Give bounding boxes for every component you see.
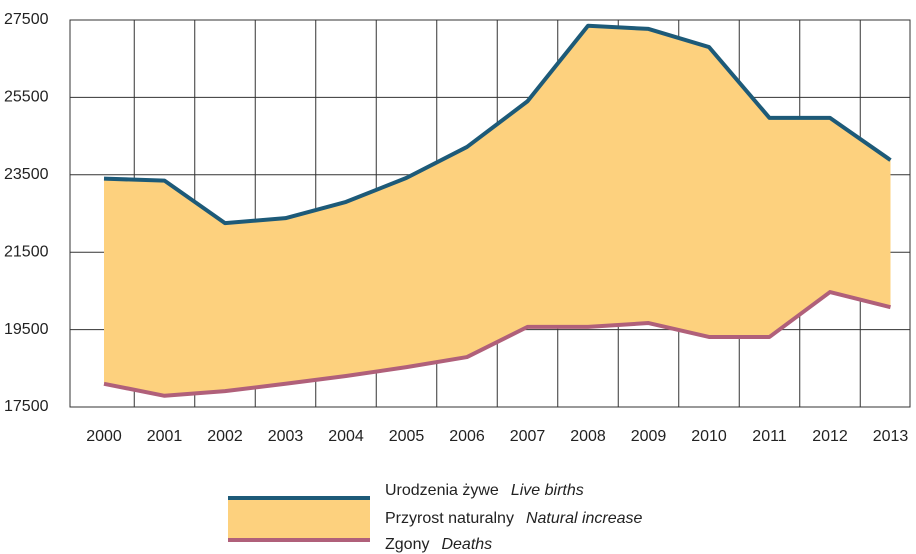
- y-tick-label: 25500: [4, 89, 49, 106]
- legend-label: Urodzenia żywe Live births: [385, 482, 584, 499]
- x-tick-label: 2004: [328, 428, 364, 445]
- x-tick-label: 2012: [812, 428, 848, 445]
- x-tick-label: 2002: [207, 428, 243, 445]
- legend-swatch-band: [228, 498, 370, 540]
- x-tick-label: 2000: [86, 428, 122, 445]
- y-tick-label: 27500: [4, 11, 49, 28]
- legend-label: Przyrost naturalny Natural increase: [385, 510, 643, 527]
- x-tick-label: 2013: [873, 428, 909, 445]
- x-tick-label: 2010: [691, 428, 727, 445]
- x-tick-label: 2011: [752, 428, 787, 445]
- legend-label: Zgony Deaths: [385, 536, 492, 553]
- y-tick-label: 23500: [4, 166, 49, 183]
- x-tick-label: 2007: [510, 428, 546, 445]
- legend-label-pl: Urodzenia żywe: [385, 482, 499, 499]
- x-tick-label: 2009: [631, 428, 667, 445]
- legend-label-en: Natural increase: [526, 510, 643, 527]
- y-tick-label: 21500: [4, 243, 49, 260]
- x-tick-label: 2006: [449, 428, 485, 445]
- series-line: [103, 290, 891, 398]
- y-tick-label: 17500: [4, 398, 49, 415]
- x-tick-label: 2005: [389, 428, 425, 445]
- legend-label-en: Deaths: [441, 536, 492, 553]
- x-tick-label: 2003: [268, 428, 304, 445]
- x-tick-label: 2001: [147, 428, 183, 445]
- legend-label-pl: Przyrost naturalny: [385, 510, 514, 527]
- legend-label-en: Live births: [511, 482, 584, 499]
- band-area: [104, 25, 891, 396]
- x-tick-label: 2008: [570, 428, 606, 445]
- legend-label-pl: Zgony: [385, 536, 429, 553]
- series-line: [103, 23, 892, 226]
- y-tick-label: 19500: [4, 321, 49, 338]
